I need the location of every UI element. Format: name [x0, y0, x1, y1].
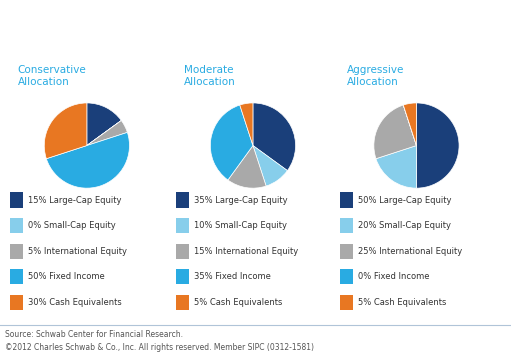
Text: 0% Small-Cap Equity: 0% Small-Cap Equity [28, 221, 116, 230]
Bar [10, 192, 24, 208]
Wedge shape [374, 105, 416, 159]
Text: 15% International Equity: 15% International Equity [194, 247, 298, 256]
Wedge shape [416, 103, 459, 188]
Wedge shape [47, 132, 129, 188]
Bar [340, 192, 353, 208]
Text: 5% Cash Equivalents: 5% Cash Equivalents [358, 298, 446, 307]
Text: 50% Fixed Income: 50% Fixed Income [28, 272, 105, 281]
Text: 30% Cash Equivalents: 30% Cash Equivalents [28, 298, 122, 307]
Bar [176, 192, 190, 208]
Text: Source: Schwab Center for Financial Research.: Source: Schwab Center for Financial Rese… [5, 330, 183, 339]
Text: 0% Fixed Income: 0% Fixed Income [358, 272, 429, 281]
Wedge shape [211, 105, 253, 180]
Text: Conservative
Allocation: Conservative Allocation [18, 65, 86, 87]
Text: 15% Large-Cap Equity: 15% Large-Cap Equity [28, 196, 122, 204]
Bar [340, 218, 353, 233]
Text: 25% International Equity: 25% International Equity [358, 247, 462, 256]
Wedge shape [44, 103, 87, 159]
Wedge shape [403, 105, 416, 146]
Text: 10% Small-Cap Equity: 10% Small-Cap Equity [194, 221, 287, 230]
Text: 20% Small-Cap Equity: 20% Small-Cap Equity [358, 221, 451, 230]
Wedge shape [87, 103, 121, 146]
Text: Aggressive
Allocation: Aggressive Allocation [347, 65, 405, 87]
Text: Strategic Asset Allocation Models: Strategic Asset Allocation Models [8, 17, 287, 32]
Wedge shape [228, 146, 266, 188]
Bar [10, 218, 24, 233]
Wedge shape [87, 120, 121, 146]
Text: 5% Cash Equivalents: 5% Cash Equivalents [194, 298, 283, 307]
Bar [176, 295, 190, 310]
Bar [340, 295, 353, 310]
Text: Moderate
Allocation: Moderate Allocation [184, 65, 236, 87]
Bar [176, 244, 190, 259]
Text: 35% Large-Cap Equity: 35% Large-Cap Equity [194, 196, 288, 204]
Text: 50% Large-Cap Equity: 50% Large-Cap Equity [358, 196, 451, 204]
Bar [176, 269, 190, 284]
Wedge shape [403, 103, 416, 146]
Text: 35% Fixed Income: 35% Fixed Income [194, 272, 271, 281]
Wedge shape [87, 120, 127, 146]
Text: 5% International Equity: 5% International Equity [28, 247, 127, 256]
Bar [176, 218, 190, 233]
Wedge shape [253, 146, 287, 186]
Bar [10, 269, 24, 284]
Bar [340, 244, 353, 259]
Bar [10, 295, 24, 310]
Wedge shape [253, 103, 295, 171]
Wedge shape [376, 146, 416, 188]
Bar [10, 244, 24, 259]
Text: ©2012 Charles Schwab & Co., Inc. All rights reserved. Member SIPC (0312-1581): ©2012 Charles Schwab & Co., Inc. All rig… [5, 343, 314, 351]
Bar [340, 269, 353, 284]
Wedge shape [240, 103, 253, 146]
